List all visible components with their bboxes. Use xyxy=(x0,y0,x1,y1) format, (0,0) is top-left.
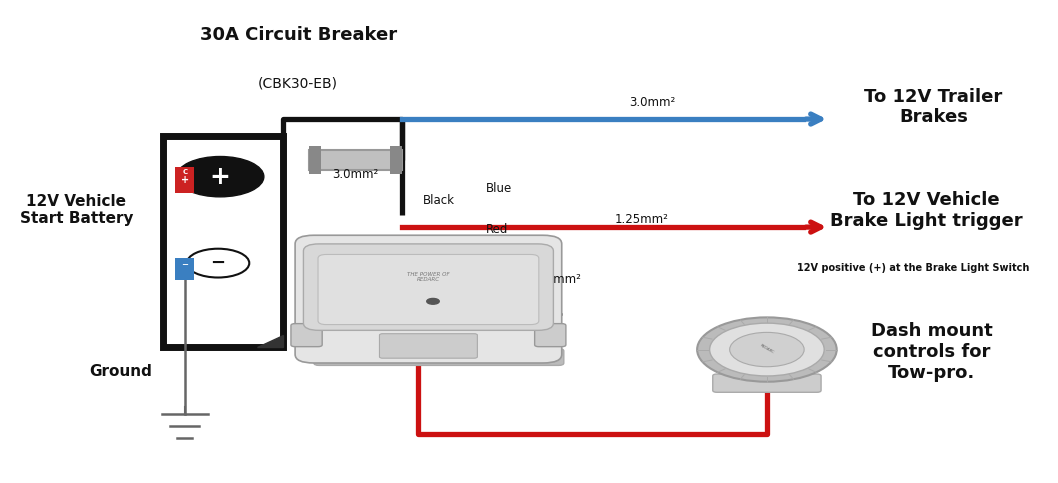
FancyBboxPatch shape xyxy=(295,235,562,363)
Circle shape xyxy=(187,249,250,278)
FancyBboxPatch shape xyxy=(176,167,194,194)
FancyBboxPatch shape xyxy=(163,136,282,347)
Text: Blue: Blue xyxy=(486,182,512,195)
FancyBboxPatch shape xyxy=(314,349,564,366)
Circle shape xyxy=(697,317,837,382)
Text: Ground: Ground xyxy=(90,364,152,379)
FancyBboxPatch shape xyxy=(380,334,477,358)
Text: White: White xyxy=(494,307,529,320)
Text: 12V Vehicle
Start Battery: 12V Vehicle Start Battery xyxy=(20,194,133,227)
Text: 30A Circuit Breaker: 30A Circuit Breaker xyxy=(200,26,397,44)
Text: +: + xyxy=(209,165,231,189)
Text: −: − xyxy=(211,254,225,272)
FancyBboxPatch shape xyxy=(318,255,539,325)
Text: Black: Black xyxy=(423,194,455,207)
Polygon shape xyxy=(256,335,282,347)
Text: To 12V Trailer
Brakes: To 12V Trailer Brakes xyxy=(864,87,1003,127)
FancyBboxPatch shape xyxy=(713,374,821,392)
Circle shape xyxy=(710,323,824,376)
Text: 1.25mm²: 1.25mm² xyxy=(527,273,581,286)
Text: 1.25mm²: 1.25mm² xyxy=(615,213,669,227)
FancyBboxPatch shape xyxy=(176,258,194,280)
FancyBboxPatch shape xyxy=(309,150,402,170)
Text: +: + xyxy=(181,175,188,185)
Text: −: − xyxy=(181,260,188,269)
Text: THE POWER OF
REDARC: THE POWER OF REDARC xyxy=(407,271,450,283)
Circle shape xyxy=(177,156,263,197)
Text: To 12V Vehicle
Brake Light trigger: To 12V Vehicle Brake Light trigger xyxy=(829,191,1023,230)
Text: 3.0mm²: 3.0mm² xyxy=(630,96,675,109)
Text: Red: Red xyxy=(486,223,508,236)
FancyBboxPatch shape xyxy=(304,244,553,330)
FancyBboxPatch shape xyxy=(534,324,566,347)
FancyBboxPatch shape xyxy=(390,146,402,174)
Text: 12V positive (+) at the Brake Light Switch: 12V positive (+) at the Brake Light Swit… xyxy=(797,263,1029,273)
Text: C: C xyxy=(182,169,187,175)
Text: Dash mount
controls for
Tow-pro.: Dash mount controls for Tow-pro. xyxy=(871,322,992,382)
Circle shape xyxy=(426,298,439,304)
Text: (CBK30-EB): (CBK30-EB) xyxy=(258,76,339,90)
Circle shape xyxy=(730,332,804,367)
Text: 3.0mm²: 3.0mm² xyxy=(332,168,379,181)
FancyBboxPatch shape xyxy=(309,146,322,174)
FancyBboxPatch shape xyxy=(291,324,323,347)
Text: REDARC: REDARC xyxy=(759,344,774,355)
